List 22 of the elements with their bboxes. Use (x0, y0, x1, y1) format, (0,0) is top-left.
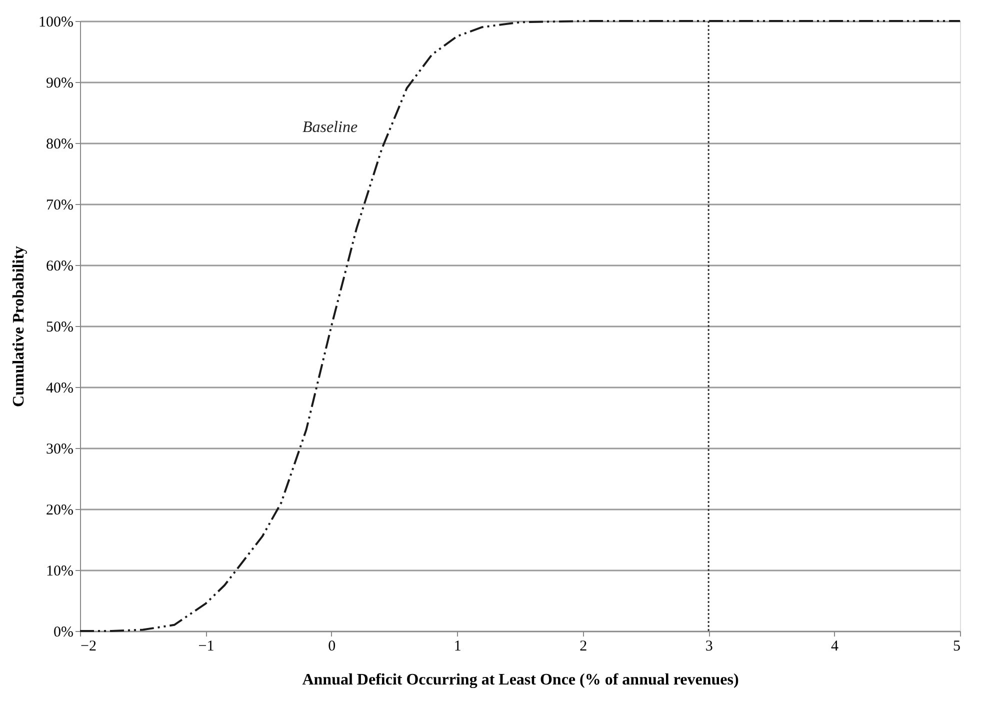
y-tick-label: 0% (54, 624, 74, 640)
x-tick-label: −1 (198, 638, 214, 654)
y-tick-label: 50% (46, 320, 74, 336)
x-tick-label: 4 (831, 638, 840, 654)
y-tick-label: 100% (38, 14, 74, 30)
y-tick-label: 40% (46, 380, 74, 396)
y-tick-label: 10% (46, 564, 74, 580)
x-tick-label: 5 (953, 638, 960, 654)
x-tick-label: 2 (580, 638, 588, 654)
y-tick-label: 60% (46, 258, 74, 274)
x-tick-label: −2 (80, 638, 96, 654)
x-tick-label: 0 (328, 638, 336, 654)
y-tick-label: 80% (46, 136, 74, 152)
y-tick-label: 90% (46, 76, 74, 92)
y-tick-label: 30% (46, 442, 74, 458)
x-tick-label: 3 (705, 638, 713, 654)
y-tick-label: 70% (46, 198, 74, 214)
y-axis-title: Cumulative Probability (10, 246, 28, 408)
x-tick-label: 1 (454, 638, 462, 654)
x-axis-title: Annual Deficit Occurring at Least Once (% of annual revenues) (302, 672, 739, 688)
y-tick-label: 20% (46, 502, 74, 518)
annotation: Baseline (302, 119, 358, 136)
